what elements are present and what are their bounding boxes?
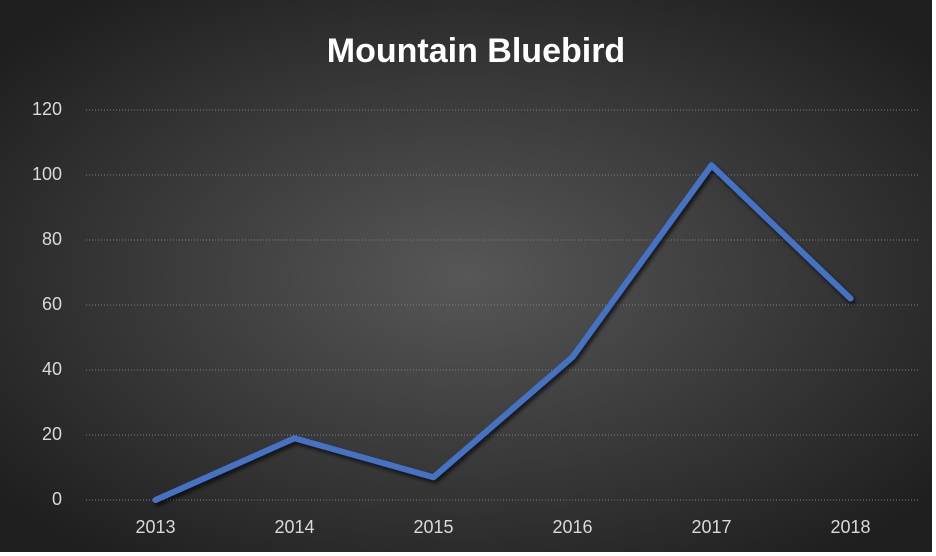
x-tick-label: 2016 (552, 517, 592, 537)
y-tick-label: 60 (42, 294, 62, 314)
y-tick-label: 80 (42, 229, 62, 249)
line (152, 162, 854, 503)
x-tick-label: 2013 (135, 517, 175, 537)
x-tick-label: 2018 (830, 517, 870, 537)
x-tick-label: 2015 (413, 517, 453, 537)
y-tick-label: 20 (42, 424, 62, 444)
y-tick-label: 40 (42, 359, 62, 379)
y-tick-label: 100 (32, 164, 62, 184)
grid (86, 109, 920, 501)
x-tick-label: 2017 (691, 517, 731, 537)
chart-title: Mountain Bluebird (327, 32, 625, 70)
y-tick-label: 0 (52, 489, 62, 509)
x-tick-label: 2014 (274, 517, 314, 537)
y-tick-label: 120 (32, 99, 62, 119)
